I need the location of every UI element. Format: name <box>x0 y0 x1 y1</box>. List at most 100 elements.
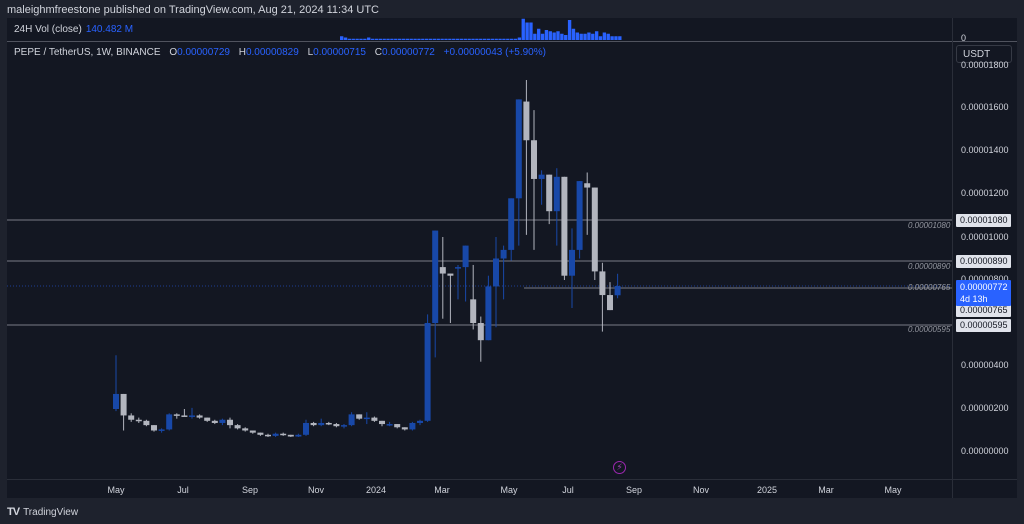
brand-name: TradingView <box>23 506 79 518</box>
current-price: 0.00000772 <box>960 282 1008 292</box>
candle-body <box>599 271 606 296</box>
price-axis-label: 0.00001000 <box>961 232 1009 242</box>
price-axis-label: 0.00001800 <box>961 60 1009 70</box>
candle-body <box>173 414 180 416</box>
candle-body <box>569 249 575 276</box>
volume-bar <box>548 31 552 40</box>
volume-bar <box>367 37 371 40</box>
candle-body <box>500 249 507 259</box>
volume-value: 140.482 M <box>85 24 134 35</box>
volume-bar <box>556 31 560 40</box>
volume-bar <box>455 38 460 40</box>
candle-body <box>432 230 439 323</box>
candle-body <box>128 415 135 420</box>
currency-button[interactable]: USDT <box>956 45 1012 63</box>
volume-bar <box>602 32 607 40</box>
candle-body <box>181 415 188 417</box>
volume-bar <box>440 38 444 40</box>
candle-body <box>189 415 195 417</box>
volume-bar <box>506 38 510 40</box>
candle-body <box>196 415 203 418</box>
price-axis-label: 0.00001600 <box>961 102 1009 112</box>
volume-legend[interactable]: 24H Vol (close) 140.482 M <box>14 24 133 35</box>
volume-bar <box>359 38 363 40</box>
volume-bar <box>448 38 452 40</box>
candle-body <box>166 414 173 430</box>
time-axis-label: 2024 <box>365 485 387 495</box>
bar-countdown: 4d 13h <box>960 294 988 304</box>
candle-body <box>356 414 363 419</box>
volume-bar <box>513 38 518 40</box>
tradingview-logo-icon: TV <box>7 506 20 518</box>
time-axis-label: 2025 <box>756 485 778 495</box>
symbol-legend[interactable]: PEPE / TetherUS, 1W, BINANCE O0.00000729… <box>14 47 546 58</box>
volume-bar <box>560 33 564 40</box>
volume-bar <box>386 38 390 40</box>
chart-panel[interactable] <box>7 18 1017 498</box>
volume-bar <box>340 36 344 40</box>
candle-body <box>303 422 309 435</box>
volume-bar <box>424 38 429 40</box>
volume-bar <box>363 38 367 40</box>
volume-bar <box>432 38 437 40</box>
candle-body <box>508 198 515 250</box>
candle-body <box>424 323 431 421</box>
price-level-tag: 0.00000890 <box>956 255 1011 268</box>
candle-body <box>371 417 378 421</box>
candle-body <box>151 425 157 431</box>
volume-bar <box>575 32 580 40</box>
tradingview-branding: TV TradingView <box>7 506 78 518</box>
volume-bar <box>374 38 379 40</box>
volume-bar <box>394 38 398 40</box>
price-axis-border <box>952 18 953 498</box>
candle-body <box>249 430 256 433</box>
volume-bar <box>564 35 568 40</box>
volume-bar <box>479 38 483 40</box>
volume-bar <box>417 38 421 40</box>
price-axis-label: 0.00000200 <box>961 403 1009 413</box>
volume-bar <box>421 38 425 40</box>
volume-bar <box>471 38 475 40</box>
volume-bar <box>397 38 402 40</box>
time-axis-border <box>7 479 1017 480</box>
volume-bar <box>390 38 394 40</box>
volume-bar <box>436 38 440 40</box>
volume-bar <box>378 38 382 40</box>
volume-axis-zero: 0 <box>961 33 967 43</box>
volume-bar <box>610 36 614 40</box>
volume-bar <box>544 30 549 40</box>
candle-body <box>120 393 127 416</box>
open-label: O <box>169 47 178 58</box>
price-axis-label: 0.00001200 <box>961 188 1009 198</box>
candle-body <box>470 299 477 323</box>
symbol-title: PEPE / TetherUS, 1W, BINANCE <box>14 47 161 58</box>
candle-body <box>523 101 530 141</box>
volume-bar <box>598 36 603 40</box>
time-axis-label: May <box>500 485 518 495</box>
candle-body <box>280 433 287 436</box>
time-axis-label: Sep <box>625 485 643 495</box>
volume-bar <box>413 38 417 40</box>
candle-body <box>295 434 302 437</box>
pane-separator[interactable] <box>7 41 1017 42</box>
volume-bar <box>540 33 545 40</box>
lightning-event-icon[interactable]: ⚡ <box>613 461 626 474</box>
change-value: +0.00000043 (+5.90%) <box>443 47 546 58</box>
time-axis-label: Nov <box>307 485 325 495</box>
candle-body <box>325 422 332 425</box>
candle-body <box>493 258 499 287</box>
volume-bar <box>467 38 471 40</box>
volume-bar <box>428 38 433 40</box>
time-axis-label: Nov <box>692 485 710 495</box>
volume-bar <box>517 37 522 40</box>
candle-body <box>287 434 294 437</box>
candle-body <box>204 417 211 421</box>
low-label: L <box>307 47 314 58</box>
candle-body <box>211 420 218 423</box>
volume-bar <box>452 38 456 40</box>
time-axis-label: Jul <box>177 485 189 495</box>
volume-bar <box>614 36 618 40</box>
candle-body <box>386 424 393 426</box>
candle-body <box>113 393 119 409</box>
